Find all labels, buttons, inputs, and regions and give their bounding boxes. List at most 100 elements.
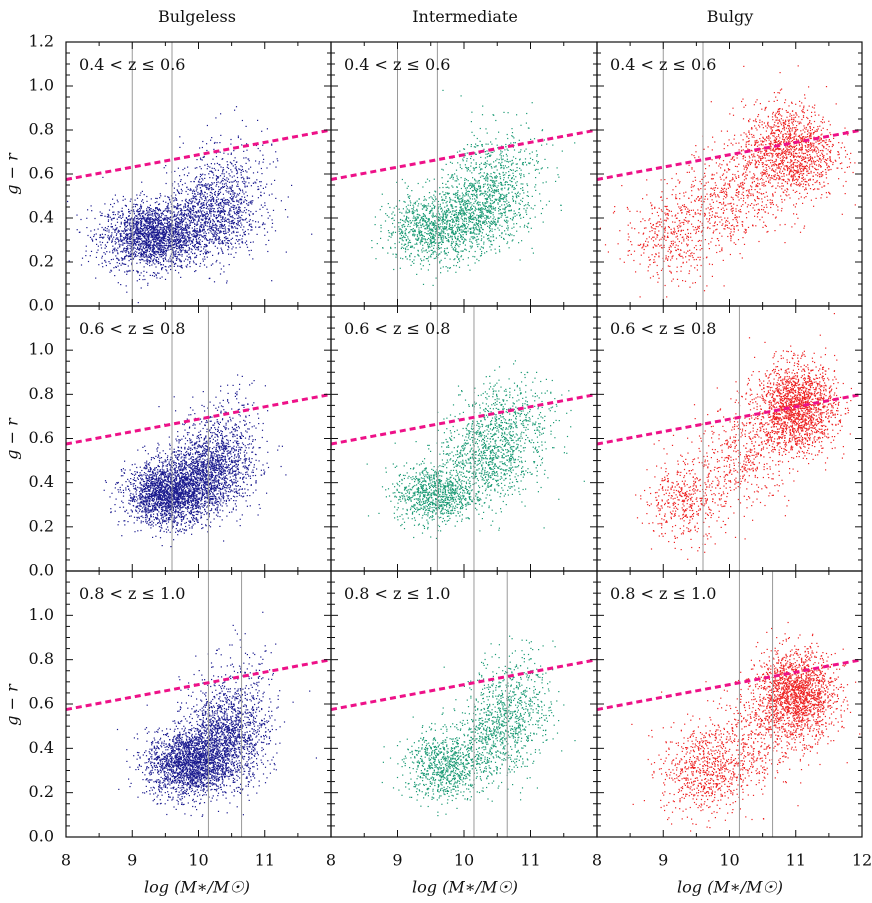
data-point	[228, 212, 230, 214]
data-point	[266, 208, 268, 210]
x-axis-label-col-1: log (M∗/M☉)	[144, 878, 250, 897]
data-point	[258, 163, 260, 165]
data-point	[155, 245, 157, 247]
data-point	[137, 246, 139, 248]
data-point	[463, 203, 465, 205]
data-point	[243, 178, 245, 180]
data-point	[141, 256, 143, 258]
data-point	[101, 262, 103, 264]
data-point	[126, 224, 129, 226]
data-point	[211, 228, 213, 230]
data-point	[540, 212, 542, 215]
data-point	[213, 281, 216, 283]
data-point	[410, 245, 412, 247]
data-point	[238, 192, 241, 194]
data-point	[140, 254, 142, 257]
data-point	[179, 241, 181, 243]
data-point	[245, 181, 247, 183]
data-point	[199, 173, 202, 175]
data-point	[116, 257, 118, 260]
data-point	[238, 220, 240, 222]
data-point	[263, 228, 266, 230]
data-point	[380, 237, 382, 239]
data-point	[170, 238, 172, 240]
data-point	[291, 184, 293, 186]
data-point	[148, 218, 150, 220]
data-point	[469, 221, 472, 223]
data-point	[479, 186, 482, 188]
data-point	[232, 197, 234, 199]
data-point	[175, 228, 177, 230]
data-point	[201, 146, 203, 149]
data-point	[420, 203, 422, 205]
data-point	[207, 200, 209, 202]
data-point	[260, 181, 262, 183]
data-point	[227, 214, 229, 216]
data-point	[120, 210, 122, 212]
data-point	[149, 219, 151, 221]
data-point	[470, 202, 472, 204]
data-point	[166, 242, 168, 244]
data-point	[160, 219, 162, 221]
data-point	[134, 255, 137, 257]
data-point	[164, 235, 166, 237]
data-point	[425, 250, 427, 252]
data-point	[220, 134, 222, 136]
data-point	[401, 239, 403, 241]
data-point	[431, 224, 433, 226]
data-point	[152, 249, 154, 252]
data-point	[212, 229, 214, 231]
data-point	[477, 246, 479, 248]
data-point	[402, 231, 404, 233]
data-point	[196, 221, 198, 223]
data-point	[119, 246, 121, 248]
data-point	[468, 218, 470, 220]
data-point	[166, 220, 168, 222]
data-point	[148, 206, 150, 209]
data-point	[127, 244, 129, 246]
data-point	[141, 181, 143, 183]
data-point	[225, 184, 228, 186]
data-point	[96, 243, 98, 245]
data-point	[484, 220, 486, 222]
panel-frame	[65, 41, 332, 307]
y-axis-label-row-2: g − r	[3, 417, 22, 460]
data-point	[118, 216, 120, 218]
data-point	[192, 260, 195, 262]
data-point	[155, 208, 157, 210]
data-point	[183, 207, 185, 209]
data-point	[435, 257, 437, 259]
data-point	[180, 237, 182, 239]
data-point	[443, 229, 445, 231]
data-point	[159, 250, 161, 252]
data-point	[155, 207, 157, 209]
data-point	[501, 232, 503, 234]
data-point	[417, 238, 419, 241]
data-point	[200, 191, 202, 193]
data-point	[134, 239, 136, 241]
data-point	[481, 253, 483, 255]
data-point	[233, 196, 235, 198]
data-point	[506, 242, 508, 245]
data-point	[451, 232, 453, 234]
data-point	[475, 162, 477, 164]
data-point	[228, 228, 230, 231]
data-point	[151, 218, 153, 220]
data-point	[180, 204, 182, 206]
data-point	[205, 197, 207, 200]
data-point	[139, 227, 141, 230]
data-point	[153, 239, 155, 241]
data-point	[216, 216, 219, 219]
data-point	[138, 213, 140, 215]
data-point	[202, 185, 204, 187]
data-point	[228, 253, 230, 255]
data-point	[409, 204, 411, 206]
data-point	[186, 226, 188, 228]
data-point	[144, 224, 146, 226]
data-point	[230, 153, 232, 155]
data-point	[160, 249, 162, 251]
data-point	[206, 143, 208, 145]
data-point	[147, 227, 149, 230]
data-point	[462, 213, 464, 215]
data-point	[151, 237, 153, 239]
